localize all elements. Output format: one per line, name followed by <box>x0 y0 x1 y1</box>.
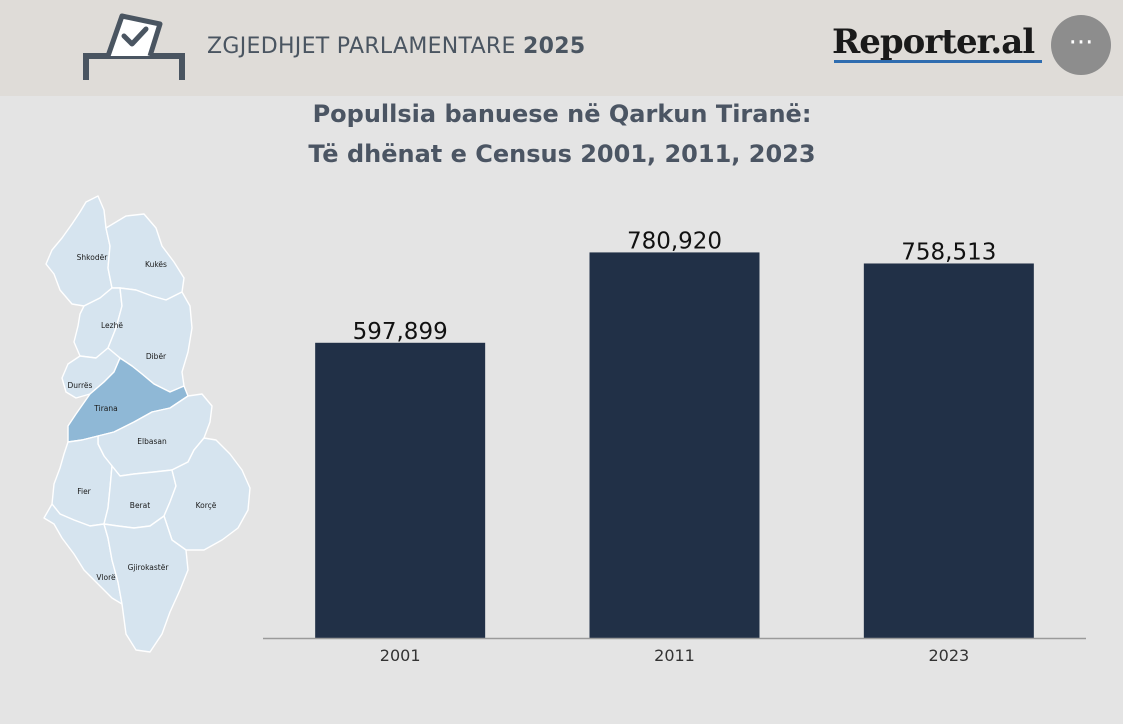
x-tick-label-2011: 2011 <box>654 646 695 665</box>
map-label-diber: Dibër <box>146 352 167 361</box>
value-label-2023: 758,513 <box>901 239 996 265</box>
value-label-2001: 597,899 <box>353 319 448 345</box>
brand-logo[interactable]: Reporter.al <box>832 22 1035 62</box>
region-shkoder[interactable] <box>45 195 113 307</box>
chart-title: Popullsia banuese në Qarkun Tiranë: Të d… <box>262 94 862 174</box>
map-label-elbasan: Elbasan <box>137 437 167 446</box>
chart-title-line2: Të dhënat e Census 2001, 2011, 2023 <box>308 140 816 168</box>
map-label-durres: Durrës <box>68 381 93 390</box>
chart-title-line1: Popullsia banuese në Qarkun Tiranë: <box>312 100 812 128</box>
albania-map: Shkodër Kukës Lezhë Dibër Durrës Tirana … <box>43 195 251 653</box>
map-label-shkoder: Shkodër <box>77 253 109 262</box>
map-label-vlore: Vlorë <box>96 573 116 582</box>
map-label-kukes: Kukës <box>145 260 167 269</box>
population-bar-chart: 597,899 2001 780,920 2011 758,513 2023 <box>263 228 1086 665</box>
x-tick-label-2001: 2001 <box>380 646 421 665</box>
value-label-2011: 780,920 <box>627 228 722 254</box>
ballot-box-icon <box>83 13 185 80</box>
more-options-button[interactable]: ··· <box>1051 15 1111 75</box>
election-title-text: ZGJEDHJET PARLAMENTARE <box>207 34 516 59</box>
map-label-fier: Fier <box>77 487 91 496</box>
map-label-lezhe: Lezhë <box>101 321 123 330</box>
region-korce[interactable] <box>163 437 251 551</box>
map-label-tirana: Tirana <box>93 404 117 413</box>
bar-2011[interactable] <box>589 252 760 638</box>
brand-underline <box>834 60 1042 63</box>
map-label-korce: Korçë <box>196 501 217 510</box>
region-gjirokaster[interactable] <box>103 515 189 653</box>
x-tick-label-2023: 2023 <box>928 646 969 665</box>
bar-2023[interactable] <box>863 263 1034 638</box>
election-year: 2025 <box>523 34 586 59</box>
map-label-gjirokaster: Gjirokastër <box>128 563 170 572</box>
map-label-berat: Berat <box>130 501 150 510</box>
header-bar: ZGJEDHJET PARLAMENTARE 2025 Reporter.al … <box>0 0 1123 96</box>
bar-2001[interactable] <box>315 342 486 638</box>
election-title: ZGJEDHJET PARLAMENTARE 2025 <box>207 34 585 59</box>
region-kukes[interactable] <box>105 213 185 301</box>
